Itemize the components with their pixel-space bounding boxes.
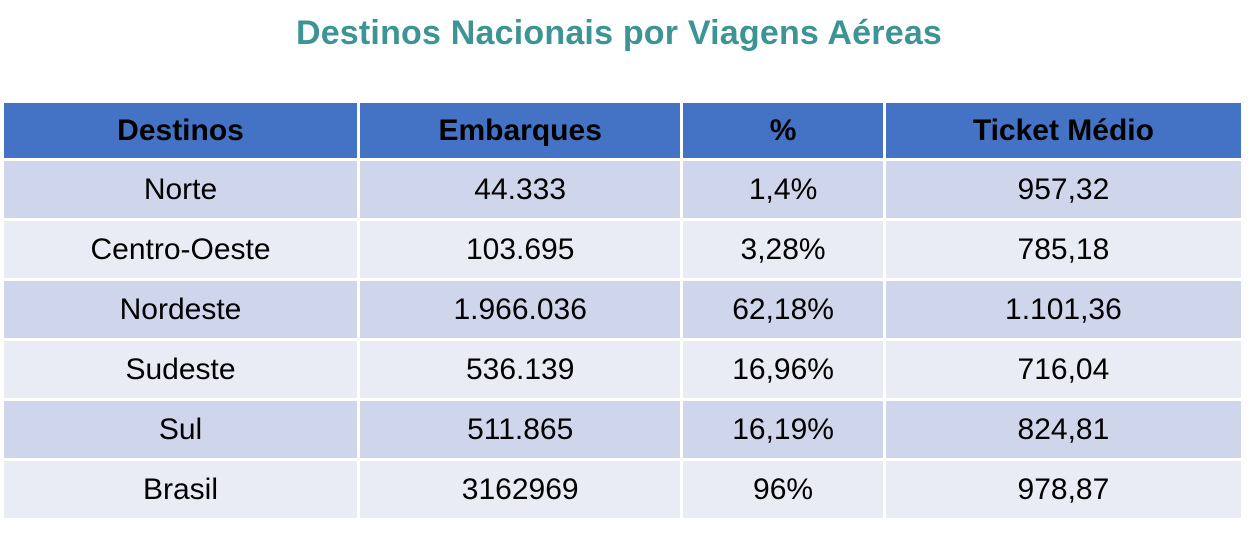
- header-embarques: Embarques: [360, 103, 681, 158]
- table-header-row: Destinos Embarques % Ticket Médio: [4, 103, 1241, 158]
- table-row: Centro-Oeste 103.695 3,28% 785,18: [4, 221, 1241, 278]
- cell-ticket-medio: 978,87: [885, 461, 1241, 518]
- cell-embarques: 511.865: [360, 401, 681, 458]
- cell-ticket-medio: 824,81: [885, 401, 1241, 458]
- cell-percent: 3,28%: [683, 221, 883, 278]
- cell-percent: 1,4%: [683, 161, 883, 218]
- table-row: Norte 44.333 1,4% 957,32: [4, 161, 1241, 218]
- cell-ticket-medio: 1.101,36: [885, 281, 1241, 338]
- cell-embarques: 44.333: [360, 161, 681, 218]
- table-row: Sudeste 536.139 16,96% 716,04: [4, 341, 1241, 398]
- table-row: Nordeste 1.966.036 62,18% 1.101,36: [4, 281, 1241, 338]
- header-ticket-medio: Ticket Médio: [885, 103, 1241, 158]
- cell-embarques: 536.139: [360, 341, 681, 398]
- cell-ticket-medio: 716,04: [885, 341, 1241, 398]
- page-title: Destinos Nacionais por Viagens Aéreas: [295, 14, 943, 52]
- cell-destino: Nordeste: [4, 281, 358, 338]
- cell-embarques: 103.695: [360, 221, 681, 278]
- cell-ticket-medio: 957,32: [885, 161, 1241, 218]
- cell-percent: 96%: [683, 461, 883, 518]
- header-destinos: Destinos: [4, 103, 358, 158]
- cell-destino: Centro-Oeste: [4, 221, 358, 278]
- destinations-table: Destinos Embarques % Ticket Médio Norte …: [1, 100, 1244, 521]
- cell-percent: 16,96%: [683, 341, 883, 398]
- cell-destino: Brasil: [4, 461, 358, 518]
- cell-percent: 16,19%: [683, 401, 883, 458]
- cell-embarques: 1.966.036: [360, 281, 681, 338]
- table-row: Brasil 3162969 96% 978,87: [4, 461, 1241, 518]
- cell-ticket-medio: 785,18: [885, 221, 1241, 278]
- cell-destino: Sudeste: [4, 341, 358, 398]
- table-row: Sul 511.865 16,19% 824,81: [4, 401, 1241, 458]
- cell-destino: Sul: [4, 401, 358, 458]
- cell-percent: 62,18%: [683, 281, 883, 338]
- header-percent: %: [683, 103, 883, 158]
- cell-embarques: 3162969: [360, 461, 681, 518]
- cell-destino: Norte: [4, 161, 358, 218]
